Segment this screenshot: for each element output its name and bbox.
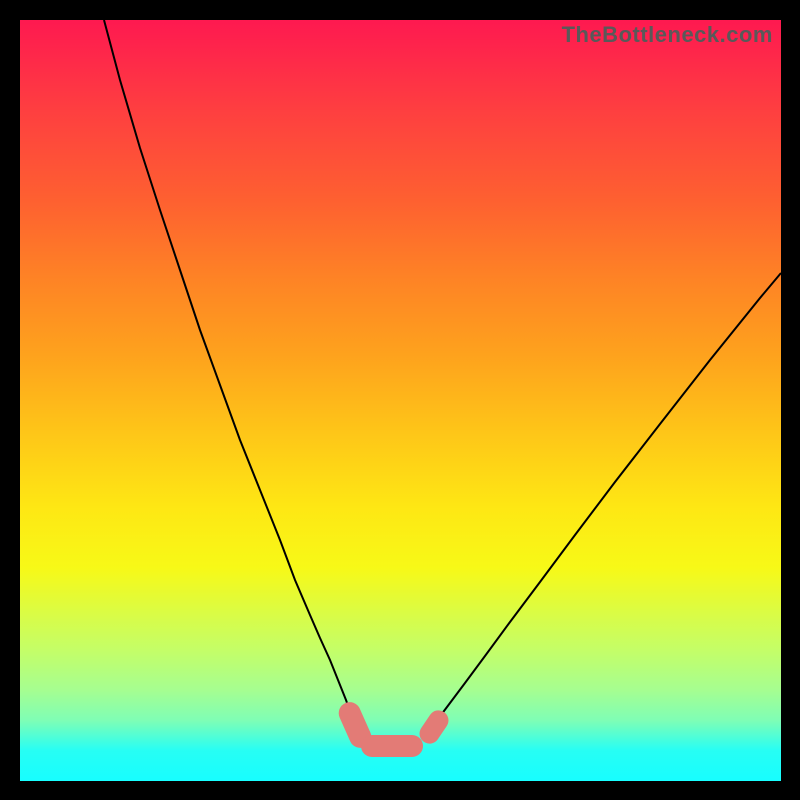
plot-area: TheBottleneck.com <box>20 20 781 781</box>
center-blob <box>361 735 423 757</box>
left-branch-curve <box>104 20 352 717</box>
chart-frame: TheBottleneck.com <box>0 0 800 800</box>
right-branch-curve <box>438 273 781 719</box>
curves-layer <box>20 20 781 781</box>
